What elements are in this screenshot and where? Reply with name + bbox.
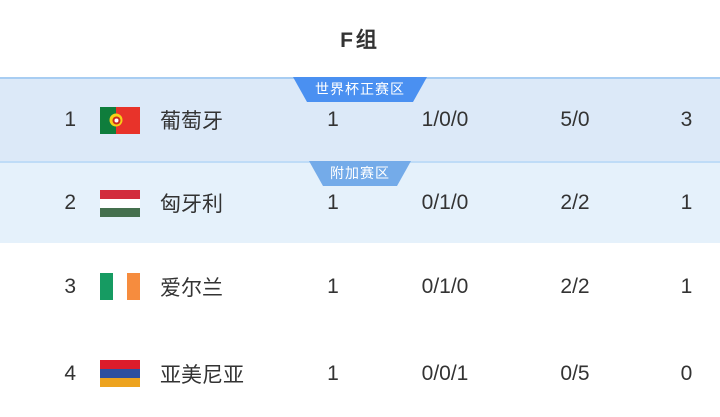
team-name: 爱尔兰 xyxy=(160,276,223,300)
win-draw-loss-cell: 0/0/1 xyxy=(421,361,469,385)
team-name: 亚美尼亚 xyxy=(160,363,244,387)
zone-badge-worldcup-label: 世界杯正赛区 xyxy=(315,81,405,97)
goals-cell: 2/2 xyxy=(560,274,590,298)
goals-cell: 0/5 xyxy=(560,361,590,385)
team-name: 匈牙利 xyxy=(160,193,223,216)
points-cell: 1 xyxy=(680,274,693,298)
group-header: F组 xyxy=(0,0,720,77)
group-title: F组 xyxy=(340,28,380,52)
flag-cell xyxy=(85,360,145,387)
standings-row-ireland[interactable]: 3 爱尔兰 1 0/1/0 2/2 1 xyxy=(0,243,720,330)
team-name: 葡萄牙 xyxy=(160,110,223,133)
points-cell: 3 xyxy=(680,108,693,131)
zone-badge-playoff: 附加赛区 xyxy=(309,161,411,186)
points-cell: 0 xyxy=(680,361,693,385)
portugal-emblem-icon xyxy=(109,113,123,127)
win-draw-loss-cell: 0/1/0 xyxy=(421,274,469,298)
flag-cell xyxy=(85,273,145,300)
rank-cell: 4 xyxy=(64,361,76,385)
flag-portugal-icon xyxy=(100,106,140,134)
flag-armenia-icon xyxy=(100,360,140,387)
points-cell: 1 xyxy=(680,191,693,214)
goals-cell: 2/2 xyxy=(560,191,590,214)
flag-cell xyxy=(85,106,145,134)
rank-cell: 3 xyxy=(64,274,76,298)
zone-badge-worldcup: 世界杯正赛区 xyxy=(293,77,427,102)
matches-played-cell: 1 xyxy=(327,108,339,131)
matches-played-cell: 1 xyxy=(327,191,339,214)
flag-cell xyxy=(85,189,145,217)
goals-cell: 5/0 xyxy=(560,108,590,131)
matches-played-cell: 1 xyxy=(327,274,339,298)
standings-row-portugal[interactable]: 世界杯正赛区 1 葡萄牙 1 1/0/0 5/0 3 xyxy=(0,77,720,161)
flag-hungary-icon xyxy=(100,189,140,217)
rank-cell: 1 xyxy=(64,108,76,131)
rank-cell: 2 xyxy=(64,191,76,214)
matches-played-cell: 1 xyxy=(327,361,339,385)
win-draw-loss-cell: 1/0/0 xyxy=(421,108,469,131)
flag-ireland-icon xyxy=(100,273,140,300)
zone-badge-playoff-label: 附加赛区 xyxy=(330,165,390,181)
standings-row-hungary[interactable]: 附加赛区 2 匈牙利 1 0/1/0 2/2 1 xyxy=(0,161,720,243)
standings-row-armenia[interactable]: 4 亚美尼亚 1 0/0/1 0/5 0 xyxy=(0,330,720,417)
win-draw-loss-cell: 0/1/0 xyxy=(421,191,469,214)
